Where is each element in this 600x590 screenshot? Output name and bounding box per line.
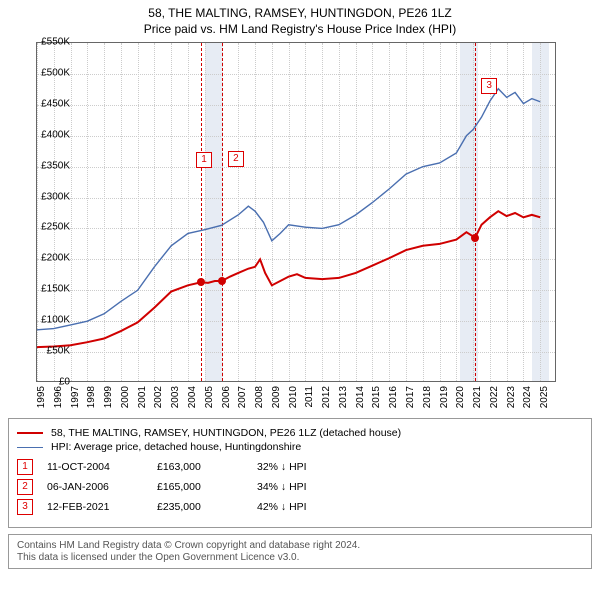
event-id-box: 2	[17, 479, 33, 495]
event-price: £165,000	[157, 481, 257, 493]
event-marker-label: 3	[481, 78, 497, 94]
x-tick-label: 1997	[70, 386, 81, 408]
event-point-marker	[197, 278, 205, 286]
x-tick-label: 1996	[53, 386, 64, 408]
x-tick-label: 2025	[539, 386, 550, 408]
x-tick-label: 2006	[221, 386, 232, 408]
x-tick-label: 2013	[338, 386, 349, 408]
y-tick-label: £500K	[30, 67, 70, 78]
y-tick-label: £250K	[30, 222, 70, 233]
legend-item-hpi: HPI: Average price, detached house, Hunt…	[17, 441, 583, 453]
event-price: £235,000	[157, 501, 257, 513]
event-pct-vs-hpi: 34% ↓ HPI	[257, 481, 307, 493]
legend-swatch-red	[17, 432, 43, 434]
x-tick-label: 2016	[388, 386, 399, 408]
x-tick-label: 2023	[506, 386, 517, 408]
chart: 123 £0£50K£100K£150K£200K£250K£300K£350K…	[36, 42, 596, 412]
x-tick-label: 2018	[422, 386, 433, 408]
event-marker-label: 1	[196, 152, 212, 168]
plot-area: 12 3	[36, 42, 556, 382]
y-tick-label: £150K	[30, 284, 70, 295]
x-tick-label: 2003	[170, 386, 181, 408]
x-tick-label: 1995	[36, 386, 47, 408]
x-tick-label: 2009	[271, 386, 282, 408]
y-tick-label: £300K	[30, 191, 70, 202]
x-tick-label: 2000	[120, 386, 131, 408]
x-tick-label: 1998	[86, 386, 97, 408]
legend-item-price-paid: 58, THE MALTING, RAMSEY, HUNTINGDON, PE2…	[17, 427, 583, 439]
y-tick-label: £550K	[30, 37, 70, 48]
x-tick-label: 2017	[405, 386, 416, 408]
event-marker-label: 2	[228, 151, 244, 167]
x-tick-label: 2005	[204, 386, 215, 408]
series-svg	[37, 43, 556, 382]
y-tick-label: £100K	[30, 315, 70, 326]
event-pct-vs-hpi: 42% ↓ HPI	[257, 501, 307, 513]
x-tick-label: 2004	[187, 386, 198, 408]
series-price_paid	[37, 211, 540, 347]
event-table: 1 11-OCT-2004£163,00032% ↓ HPI 2 06-JAN-200…	[17, 459, 583, 515]
event-id-box: 1	[17, 459, 33, 475]
x-tick-label: 2008	[254, 386, 265, 408]
x-tick-label: 2015	[371, 386, 382, 408]
x-tick-label: 2010	[288, 386, 299, 408]
x-tick-label: 2007	[237, 386, 248, 408]
chart-title-sub: Price paid vs. HM Land Registry's House …	[0, 22, 600, 36]
event-row: 3 12-FEB-2021£235,00042% ↓ HPI	[17, 499, 583, 515]
legend-and-events-panel: 58, THE MALTING, RAMSEY, HUNTINGDON, PE2…	[8, 418, 592, 528]
y-tick-label: £50K	[30, 346, 70, 357]
event-date: 06-JAN-2006	[47, 481, 157, 493]
x-tick-label: 2001	[137, 386, 148, 408]
y-tick-label: £200K	[30, 253, 70, 264]
attribution-line: This data is licensed under the Open Gov…	[17, 552, 583, 563]
x-tick-label: 2021	[472, 386, 483, 408]
x-tick-label: 2002	[153, 386, 164, 408]
x-tick-label: 1999	[103, 386, 114, 408]
event-row: 1 11-OCT-2004£163,00032% ↓ HPI	[17, 459, 583, 475]
legend-swatch-blue	[17, 447, 43, 448]
x-tick-label: 2014	[355, 386, 366, 408]
x-tick-label: 2012	[321, 386, 332, 408]
event-point-marker	[218, 277, 226, 285]
x-tick-label: 2020	[455, 386, 466, 408]
x-tick-label: 2011	[304, 386, 315, 408]
attribution-panel: Contains HM Land Registry data © Crown c…	[8, 534, 592, 569]
event-id-box: 3	[17, 499, 33, 515]
x-tick-label: 2024	[522, 386, 533, 408]
event-date: 12-FEB-2021	[47, 501, 157, 513]
chart-title-address: 58, THE MALTING, RAMSEY, HUNTINGDON, PE2…	[0, 6, 600, 20]
legend-label: 58, THE MALTING, RAMSEY, HUNTINGDON, PE2…	[51, 427, 401, 439]
legend-label: HPI: Average price, detached house, Hunt…	[51, 441, 301, 453]
y-tick-label: £450K	[30, 98, 70, 109]
y-tick-label: £350K	[30, 160, 70, 171]
attribution-line: Contains HM Land Registry data © Crown c…	[17, 540, 583, 551]
series-hpi	[37, 89, 540, 330]
event-pct-vs-hpi: 32% ↓ HPI	[257, 461, 307, 473]
event-row: 2 06-JAN-2006£165,00034% ↓ HPI	[17, 479, 583, 495]
event-price: £163,000	[157, 461, 257, 473]
event-point-marker	[471, 234, 479, 242]
x-tick-label: 2019	[439, 386, 450, 408]
x-tick-label: 2022	[489, 386, 500, 408]
y-tick-label: £400K	[30, 129, 70, 140]
event-date: 11-OCT-2004	[47, 461, 157, 473]
